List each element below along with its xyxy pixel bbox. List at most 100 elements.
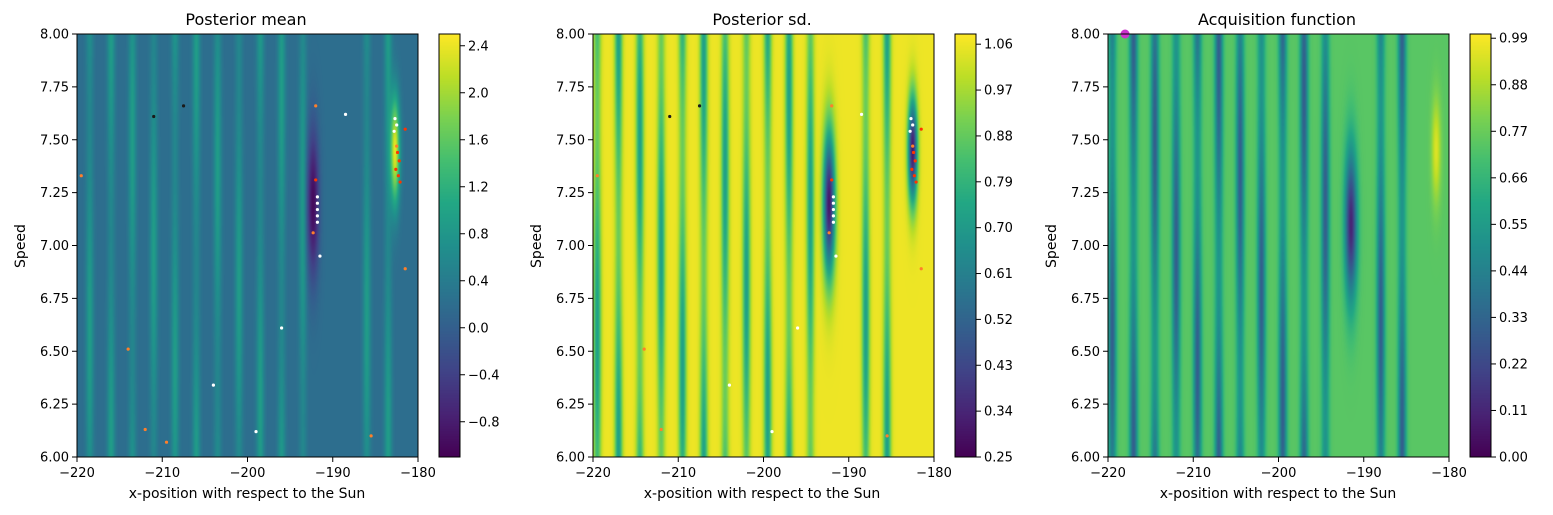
colorbar: 0.00 0.11 0.22 0.33 0.44 0.55 0.66 0.77 0.88 0.99 <box>1469 32 1528 466</box>
sample-point <box>911 123 915 127</box>
colorbar-tick-label: 0.66 <box>1499 171 1528 186</box>
sample-point <box>913 159 917 163</box>
heatmap-region <box>77 34 418 457</box>
sample-point <box>164 440 169 444</box>
colorbar: 0.25 0.34 0.43 0.52 0.61 0.70 0.79 0.88 0.97 1.06 <box>954 33 1013 466</box>
colorbar-tick-label: 0.25 <box>984 451 1013 466</box>
heatmap-canvas-0 <box>77 34 418 457</box>
sample-point <box>830 104 834 108</box>
y-tick-label: 7.75 <box>40 80 69 95</box>
colorbar-tick-label: 0.22 <box>1499 357 1528 372</box>
colorbar-tick-label: 0.97 <box>984 84 1013 99</box>
colorbar-tick-label: 0.8 <box>468 227 489 242</box>
sample-point <box>403 267 407 271</box>
colorbar-tick-label: 0.99 <box>1499 32 1528 47</box>
colorbar-tick-label: 0.4 <box>468 274 489 289</box>
sample-point <box>908 129 912 133</box>
heatmap-region <box>1108 34 1449 457</box>
sample-point <box>697 104 702 108</box>
sample-point <box>396 174 400 178</box>
sample-point <box>595 174 599 178</box>
colorbar-tick-label: 2.0 <box>468 86 489 101</box>
x-tick-label: −190 <box>831 466 867 481</box>
sample-point <box>392 129 396 133</box>
y-tick-label: 6.75 <box>1071 292 1100 307</box>
colorbar-tick-label: 0.52 <box>984 313 1013 328</box>
x-tick-label: −200 <box>1261 466 1297 481</box>
sample-point <box>831 207 836 212</box>
colorbar-frame <box>954 33 977 458</box>
y-tick-label: 7.00 <box>1071 239 1100 254</box>
y-tick-label: 7.75 <box>1071 80 1100 95</box>
y-tick-label: 7.25 <box>1071 186 1100 201</box>
y-tick-label: 7.50 <box>1071 133 1100 148</box>
y-tick-label: 6.00 <box>1071 451 1100 466</box>
sample-point <box>403 127 407 131</box>
sample-point <box>859 112 864 116</box>
y-axis-label: Speed <box>1044 224 1060 268</box>
colorbar-tick-label: 2.4 <box>468 39 489 54</box>
y-tick-label: 6.50 <box>556 345 585 360</box>
y-tick-label: 8.00 <box>556 28 585 43</box>
sample-point <box>831 214 836 218</box>
y-tick-label: 6.00 <box>556 451 585 466</box>
y-tick-label: 7.50 <box>40 133 69 148</box>
y-tick-label: 7.00 <box>556 239 585 254</box>
colorbar-frame <box>438 33 461 458</box>
colorbar-tick-label: 0.00 <box>1499 451 1528 466</box>
x-tick-label: −220 <box>1090 466 1126 481</box>
heatmap-region <box>593 34 934 457</box>
colorbar-tick-label: −0.8 <box>468 415 500 430</box>
y-tick-label: 7.75 <box>556 80 585 95</box>
panel-title: Posterior sd. <box>712 10 811 29</box>
y-tick-label: 6.75 <box>40 292 69 307</box>
sample-point <box>397 159 401 163</box>
colorbar-tick-label: 0.70 <box>984 221 1013 236</box>
sample-point <box>343 112 348 116</box>
sample-point <box>315 214 320 218</box>
x-tick-label: −190 <box>1346 466 1382 481</box>
colorbar-tick-label: 0.77 <box>1499 125 1528 140</box>
sample-point <box>919 127 923 131</box>
sample-point <box>280 326 284 330</box>
sample-point <box>318 254 322 258</box>
colorbar-canvas-0 <box>439 34 460 457</box>
sample-point <box>395 144 399 148</box>
sample-point <box>914 180 918 184</box>
y-tick-label: 6.25 <box>40 398 69 413</box>
colorbar-tick-label: 1.2 <box>468 180 489 195</box>
sample-point <box>909 117 913 121</box>
y-tick-label: 6.50 <box>1071 345 1100 360</box>
colorbar-ticks: 0.25 0.34 0.43 0.52 0.61 0.70 0.79 0.88 0.97 1.06 <box>976 38 1013 466</box>
sample-point <box>314 178 318 182</box>
sample-point <box>126 347 130 351</box>
sample-point <box>315 201 320 205</box>
panel-title: Acquisition function <box>1198 10 1356 29</box>
sample-point <box>181 104 186 108</box>
x-tick-label: −210 <box>144 466 180 481</box>
x-tick-label: −220 <box>575 466 611 481</box>
sample-point <box>910 167 914 171</box>
y-tick-label: 7.25 <box>40 186 69 201</box>
panel-posterior-mean: Posterior mean −220 −210 −200 −190 −180 6.00… <box>13 10 500 502</box>
sample-point <box>770 430 774 434</box>
sample-point <box>911 150 916 155</box>
y-tick-label: 7.00 <box>40 239 69 254</box>
y-axis-label: Speed <box>529 224 545 268</box>
colorbar-tick-label: 0.34 <box>984 405 1013 420</box>
sample-point <box>315 195 320 199</box>
sample-point <box>314 104 318 108</box>
sample-point <box>796 326 800 330</box>
colorbar-tick-label: 0.0 <box>468 321 489 336</box>
sample-point <box>911 144 915 148</box>
colorbar-frame <box>1469 33 1492 458</box>
sample-point <box>315 220 320 224</box>
y-axis: 6.00 6.25 6.50 6.75 7.00 7.25 7.50 7.75 8.00 <box>556 28 593 466</box>
x-tick-label: −200 <box>230 466 266 481</box>
sample-point <box>395 150 400 155</box>
y-tick-label: 7.50 <box>556 133 585 148</box>
y-tick-label: 8.00 <box>40 28 69 43</box>
sample-point <box>919 267 923 271</box>
y-tick-label: 6.25 <box>556 398 585 413</box>
